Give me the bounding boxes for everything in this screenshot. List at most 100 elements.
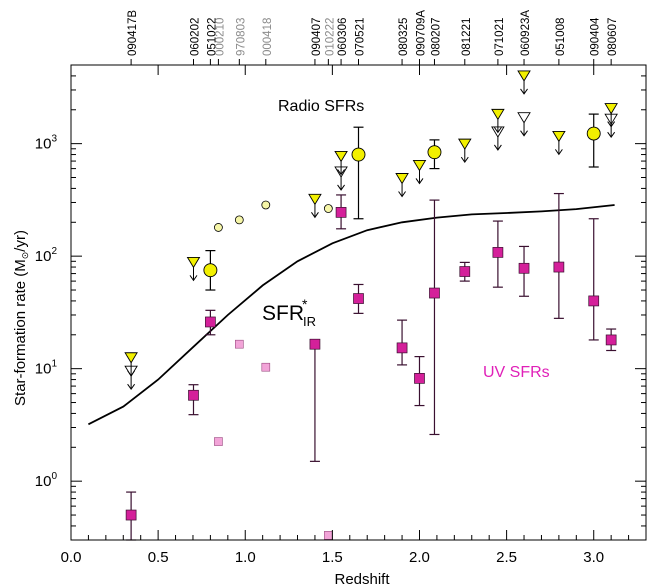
uv-sfr-point [205,316,216,328]
x-tick-label: 1.5 [322,549,343,566]
y-tick-label-exponent: 1 [51,359,57,370]
upper-limit-arrow-head [520,130,528,137]
uv-sfr-literature-point [214,437,223,446]
upper-limit-arrow-head [337,169,345,176]
uv-sfr-literature-point [261,362,271,372]
upper-limit-arrow-head [607,131,616,139]
upper-limit-arrow-head [493,127,502,134]
radio-upper-limit [186,256,201,269]
radio-sfr-point [203,263,218,278]
uv-sfr-point [125,509,137,521]
markers-layer [124,70,618,540]
uv-sfr-point [353,293,364,304]
uv-sfr-point [414,373,425,384]
grb-label: 090404 [590,17,602,56]
grb-label: 051022 [206,18,218,56]
grb-label: 000418 [262,18,274,56]
uv-sfrs-label: UV SFRs [483,364,550,381]
y-tick-label: 102 [35,246,58,265]
radio-upper-limit [604,103,618,115]
y-tick-label: 103 [35,134,58,153]
x-tick-label: 0.0 [61,549,82,566]
grb-label: 081221 [461,18,473,56]
upper-limit-arrow-head [520,88,528,95]
y-axis-label-main: Star-formation rate (M [12,259,29,406]
y-tick-label-exponent: 2 [51,246,57,257]
sfr-ir-curve-layer [87,204,615,426]
radio-upper-limit [412,159,427,172]
x-tick-label: 3.0 [583,549,604,566]
upper-limit-arrow-head [554,149,563,156]
radio-sfrs-label: Radio SFRs [278,98,364,115]
radio-sfr-point [586,126,601,141]
y-axis-label-tail: /yr) [12,230,29,252]
upper-limit-arrow-head [311,212,319,219]
radio-upper-limit [552,130,566,143]
sfr-ir-main: SFR [262,302,304,325]
y-tick-label-base: 10 [35,361,52,378]
grb-label: 060923A [520,10,532,56]
radio-upper-limit [517,70,531,82]
uv-sfr-point [605,334,617,346]
upper-limit-arrow-head [398,191,406,198]
upper-limit-arrow-head [607,121,616,128]
uv-sfr-point [396,342,408,354]
sfr-ir-sup: * [302,296,308,312]
y-tick-label-exponent: 0 [51,471,57,482]
upper-limit-arrow-head [460,156,469,164]
radio-upper-limit [491,108,505,121]
grb-label: 000210 [214,18,226,56]
uv-sfr-point [309,338,321,350]
uv-sfr-point [429,287,440,299]
x-tick-label: 0.5 [148,549,169,566]
y-tick-label-base: 10 [35,473,52,490]
radio-upper-limit [124,352,138,364]
grb-label: 080207 [430,18,442,56]
uv-sfr-point [492,247,504,258]
uv-sfr-point [459,266,471,277]
radio-upper-limit [308,193,322,206]
upper-limit-arrow-head [493,144,502,151]
y-tick-label-base: 10 [35,248,52,265]
x-tick-label: 1.0 [235,549,256,566]
upper-limit-arrow-head [127,383,136,391]
uv-sfr-point [335,207,347,218]
grb-label: 090417B [127,10,139,56]
radio-sfr-literature-point [234,215,244,225]
radio-sfr-point [427,145,442,160]
grb-label: 060306 [337,18,349,56]
grb-label: 970803 [235,18,247,56]
uv-sfr-literature-point [324,531,333,540]
upper-limit-arrow-head [189,275,198,282]
grb-label: 051008 [555,18,567,56]
grb-label: 010222 [324,18,336,56]
y-tick-label: 100 [35,471,58,490]
grb-label: 071021 [494,18,506,56]
grb-label: 060202 [189,18,201,56]
grb-label: 070521 [355,18,367,56]
sfr-ir-curve [87,204,615,426]
sfr-ir-sub: IR [303,314,316,329]
upper-limit-arrow-head [415,178,424,185]
error-bars-layer [126,113,617,541]
radio-upper-limit [395,173,409,185]
radio-sfr-literature-point [214,223,223,232]
radio-upper-limit [457,138,472,151]
radio-upper-limit [334,150,348,163]
upper-limit-arrow-head [127,370,136,377]
uv-sfr-literature-point [235,339,244,349]
radio-sfr-point [351,147,366,162]
grb-label: 080607 [607,18,619,56]
x-axis-label: Redshift [334,571,390,587]
uv-sfr-point [188,389,199,401]
upper-limit-arrow-head [337,184,345,191]
y-axis-label: Star-formation rate (M⊙/yr) [12,230,30,406]
uv-sfr-point [518,262,530,274]
grb-label: 090407 [311,18,323,56]
y-axis-label-sun: ⊙ [20,252,30,260]
x-tick-label: 2.5 [496,549,517,566]
uv-sfr-point [553,261,565,273]
